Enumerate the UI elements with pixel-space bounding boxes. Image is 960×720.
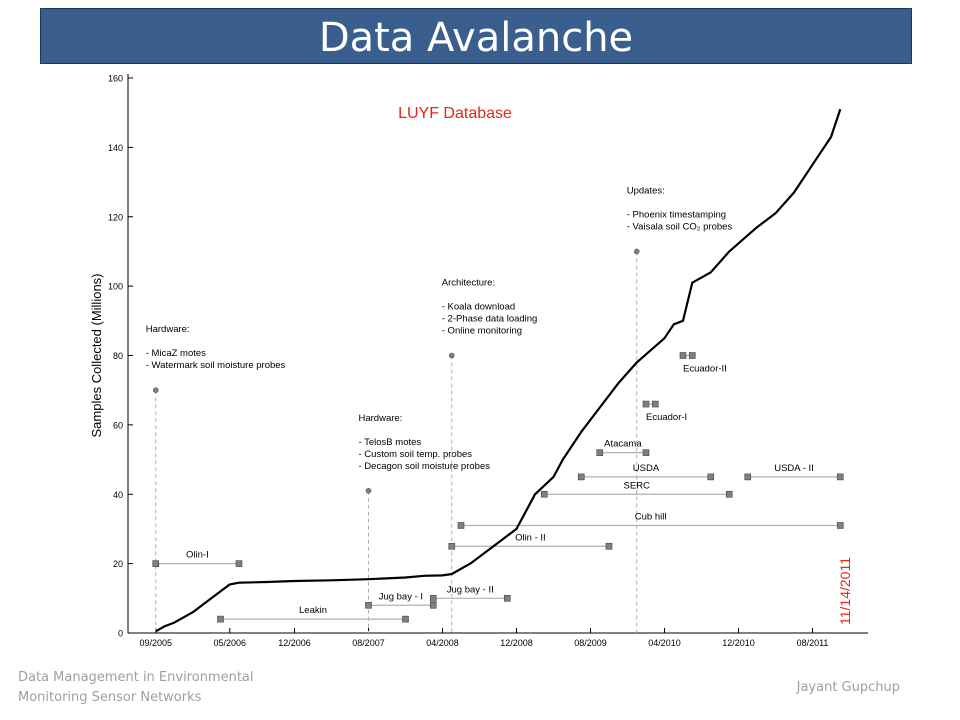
y-tick-label: 140 — [108, 143, 123, 153]
annotation-text: - MicaZ motes — [146, 348, 206, 359]
annotation-text: Architecture: — [442, 278, 495, 289]
x-tick-label: 04/2010 — [648, 638, 681, 648]
deployment-endpoint — [596, 449, 604, 456]
annotation-text: Hardware: — [146, 324, 190, 335]
deployment-endpoint — [429, 595, 437, 602]
deployment-endpoint — [577, 473, 585, 481]
deployment-endpoint — [429, 601, 437, 609]
annotation-text: - Phoenix timestamping — [627, 209, 726, 220]
annotation-text: - 2-Phase data loading — [442, 314, 538, 325]
annotation-marker — [633, 248, 640, 255]
deployment-endpoint — [836, 473, 844, 481]
annotation-text: - Koala download — [442, 302, 515, 313]
deployment-endpoint — [744, 473, 752, 481]
deployment-endpoint — [448, 542, 456, 550]
deployment-label: Olin - II — [515, 532, 546, 543]
annotation-marker — [448, 352, 455, 359]
chart-title: LUYF Database — [398, 105, 512, 122]
annotation-marker — [152, 387, 159, 393]
deployment-endpoint — [651, 400, 659, 408]
deployment-endpoint — [217, 615, 224, 623]
annotation-text: - Online monitoring — [442, 326, 522, 337]
title-bar: Data Avalanche — [40, 8, 912, 64]
y-tick-label: 0 — [118, 629, 123, 639]
x-tick-label: 08/2007 — [352, 638, 385, 648]
y-tick-label: 40 — [113, 490, 123, 500]
y-tick-label: 60 — [113, 420, 123, 430]
deployment-label: Olin-I — [186, 550, 209, 561]
annotation-text: - Decagon soil moisture probes — [359, 461, 491, 472]
deployment-endpoint — [402, 615, 409, 623]
deployment-endpoint — [679, 352, 687, 359]
footer-author: Jayant Gupchup — [796, 680, 900, 695]
y-tick-label: 20 — [113, 559, 123, 569]
y-tick-label: 120 — [108, 212, 123, 222]
deployment-endpoint — [365, 601, 372, 609]
x-tick-label: 04/2008 — [426, 638, 459, 648]
deployment-label: SERC — [624, 480, 651, 491]
deployment-label: Jug bay - I — [379, 591, 423, 602]
x-tick-label: 12/2008 — [500, 638, 533, 648]
x-tick-label: 12/2010 — [722, 638, 755, 648]
x-tick-label: 08/2011 — [797, 638, 829, 648]
deployment-endpoint — [642, 449, 650, 456]
annotation-text: Updates: — [627, 185, 665, 196]
x-tick-label: 12/2006 — [278, 638, 311, 648]
deployment-endpoint — [642, 400, 650, 408]
annotation-text: - Custom soil temp. probes — [359, 449, 473, 460]
deployment-endpoint — [503, 595, 511, 602]
deployment-label: Cub hill — [635, 511, 667, 522]
x-tick-label: 05/2006 — [213, 638, 246, 648]
annotation-text: - TelosB motes — [359, 437, 422, 448]
deployment-label: Ecuador-II — [683, 364, 727, 375]
deployment-endpoint — [457, 522, 465, 529]
y-tick-label: 80 — [113, 351, 123, 361]
annotation-text: - Vaisala soil CO₂ probes — [627, 221, 733, 232]
deployment-label: USDA — [633, 463, 660, 474]
date-marker-label: 11/14/2011 — [837, 557, 853, 625]
footer-left: Data Management in Environmental Monitor… — [18, 668, 254, 708]
deployment-label: Atacama — [604, 439, 642, 450]
series-line — [155, 108, 842, 633]
slide-title: Data Avalanche — [318, 15, 634, 61]
x-tick-label: 09/2005 — [139, 638, 172, 648]
deployment-endpoint — [235, 560, 243, 567]
footer-left-line2: Monitoring Sensor Networks — [18, 690, 202, 705]
deployment-endpoint — [836, 522, 844, 529]
deployment-endpoint — [725, 490, 733, 498]
deployment-label: Leakin — [299, 605, 327, 616]
x-tick-label: 08/2009 — [574, 638, 607, 648]
deployment-endpoint — [707, 473, 715, 481]
annotation-text: - Watermark soil moisture probes — [146, 360, 286, 371]
y-axis-label: Samples Collected (Millions) — [89, 274, 104, 438]
y-tick-label: 160 — [108, 74, 123, 84]
footer-left-line1: Data Management in Environmental — [18, 670, 254, 685]
deployment-label: USDA - II — [774, 463, 814, 474]
annotation-marker — [365, 487, 372, 494]
deployment-label: Jug bay - II — [447, 584, 494, 595]
deployment-endpoint — [605, 542, 613, 550]
y-tick-label: 100 — [108, 282, 123, 292]
deployment-endpoint — [152, 560, 160, 567]
annotation-text: Hardware: — [359, 413, 403, 424]
deployment-label: Ecuador-I — [646, 412, 687, 423]
deployment-endpoint — [540, 490, 548, 498]
deployment-endpoint — [688, 352, 696, 359]
